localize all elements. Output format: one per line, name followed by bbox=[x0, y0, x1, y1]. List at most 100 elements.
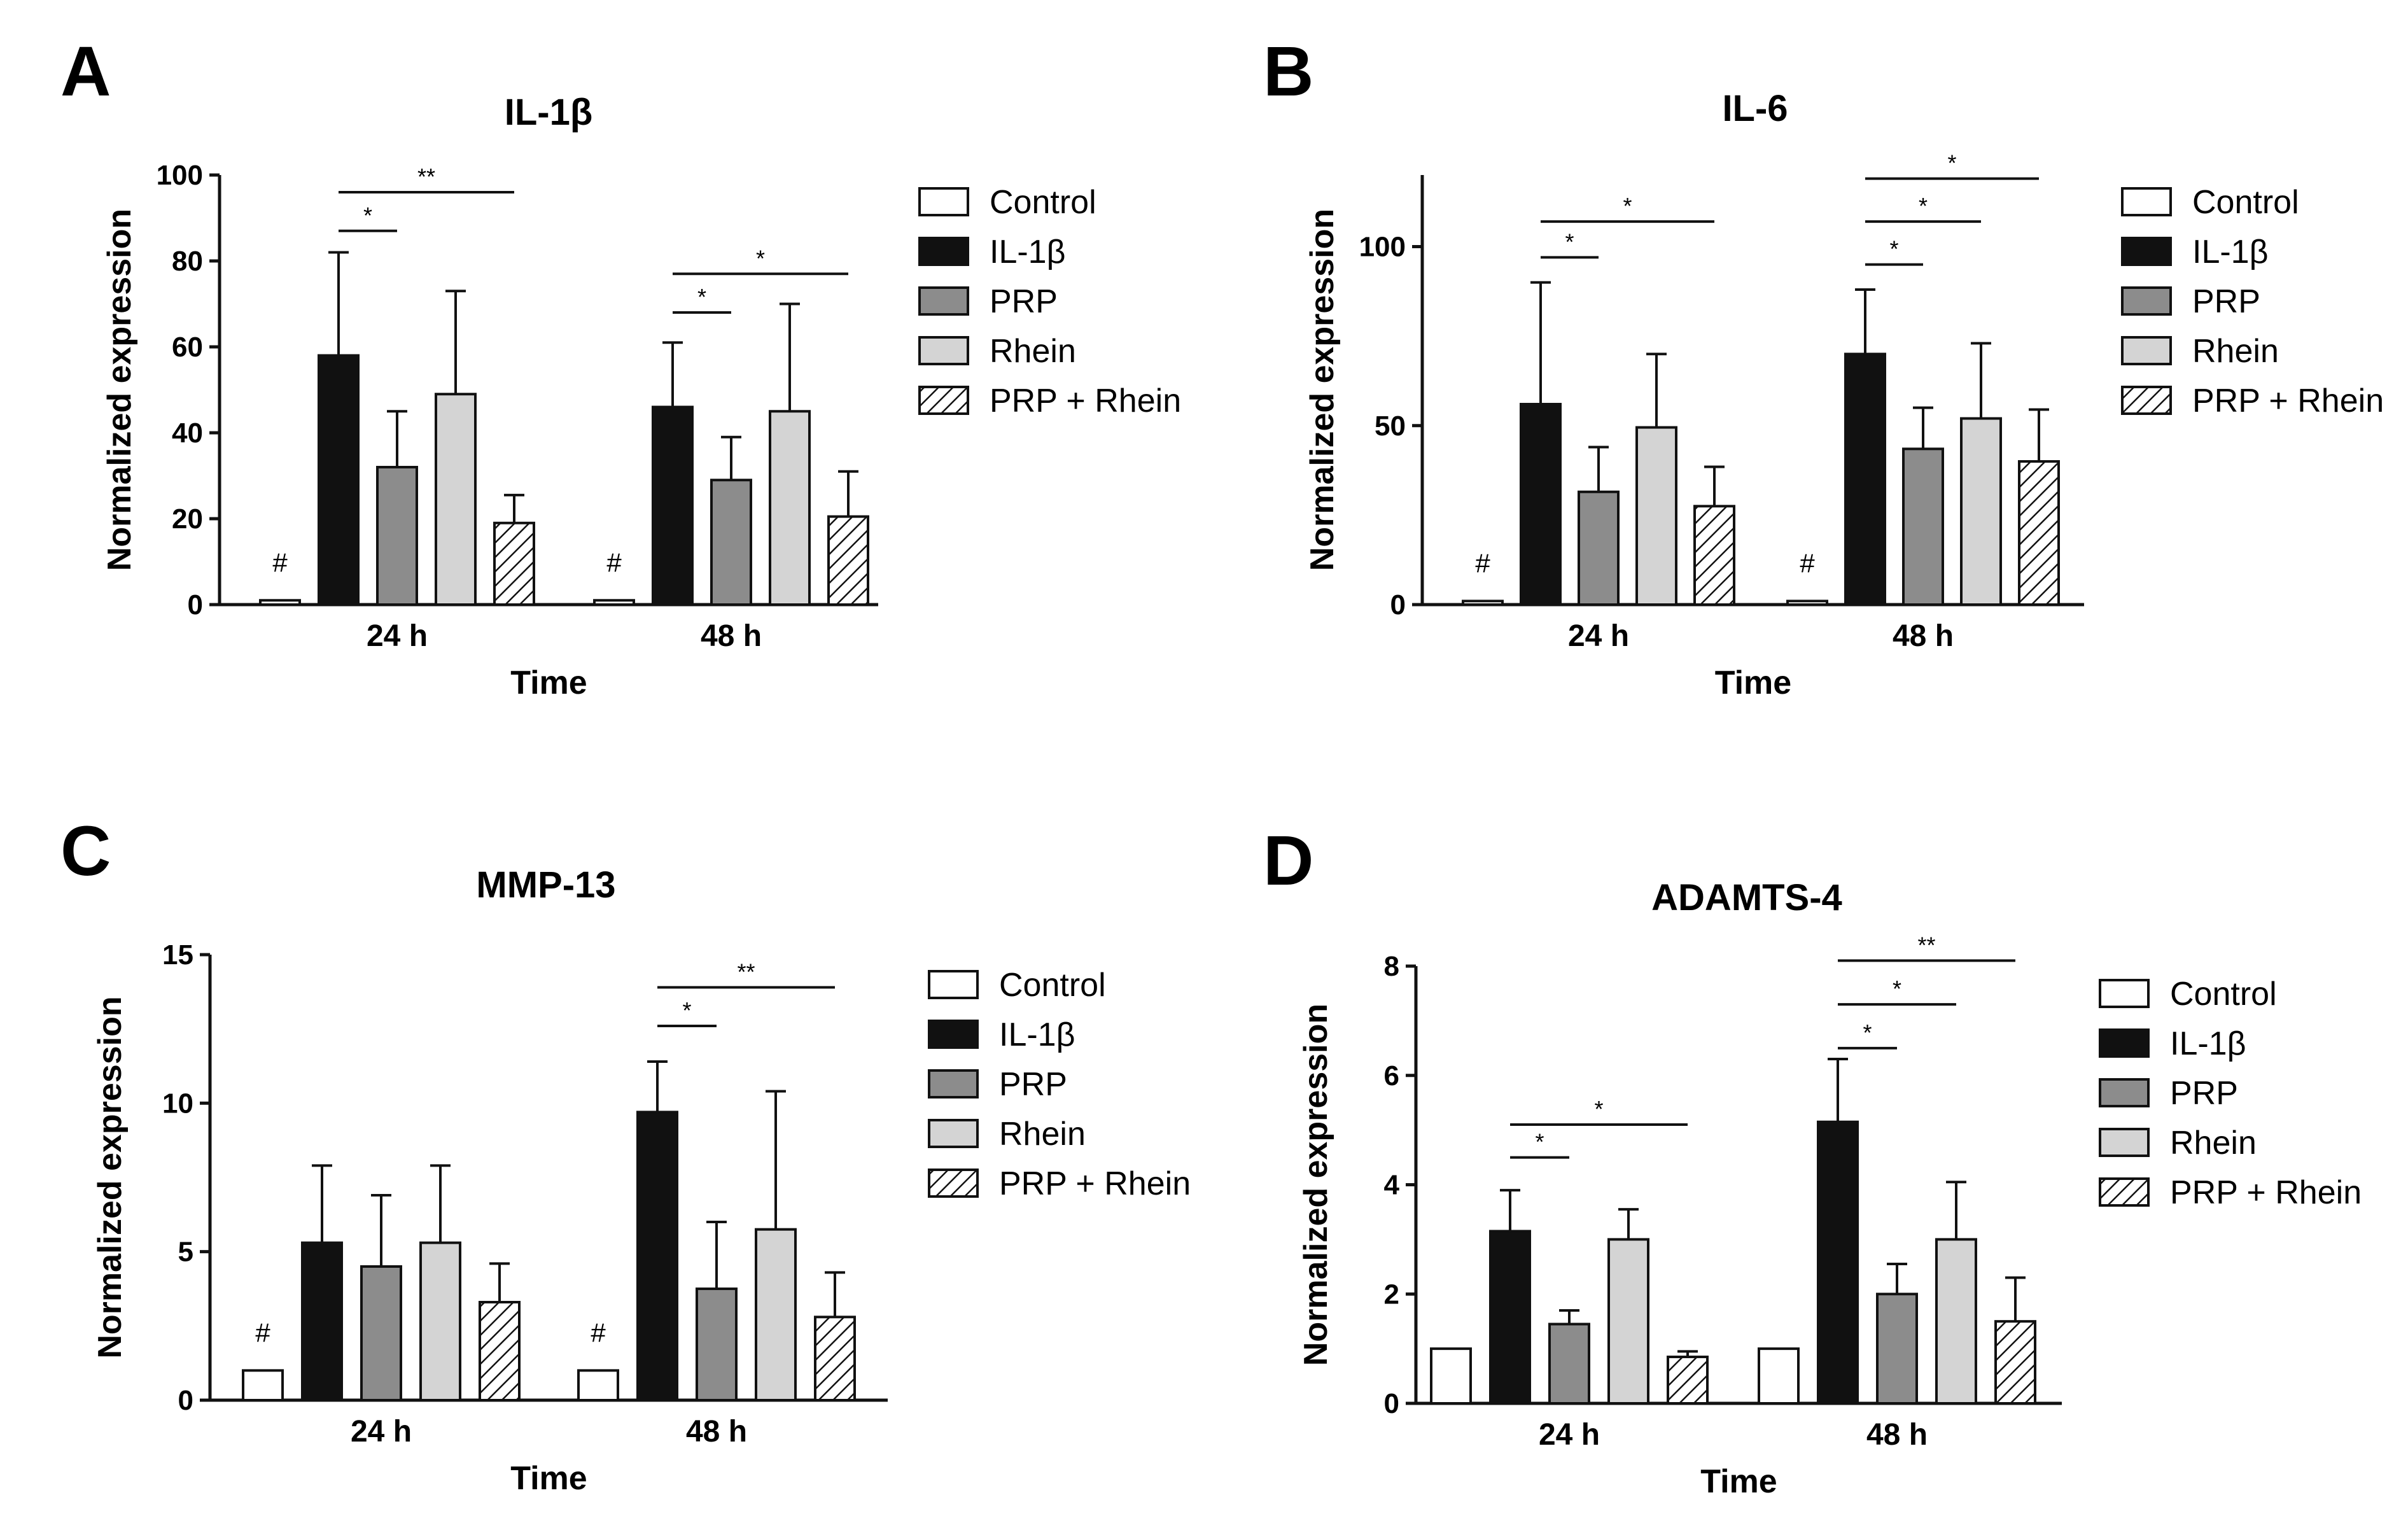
x-axis-label: Time bbox=[1715, 664, 1791, 701]
significance-label: * bbox=[1594, 1096, 1603, 1122]
bar-prp-rhein-48-h bbox=[814, 1316, 856, 1401]
bar-prp-rhein-24-h bbox=[1693, 505, 1735, 606]
y-tick-label: 10 bbox=[162, 1088, 193, 1119]
chart-panel-b: B IL-6 0 50 100 Normalized expression Time #24 … bbox=[1263, 32, 2384, 701]
y-tick-label: 4 bbox=[1384, 1170, 1400, 1201]
y-axis-label: Normalized expression bbox=[1298, 1004, 1334, 1366]
bar-rhein-48-h bbox=[755, 1228, 797, 1401]
chart-panel-d: D ADAMTS-4 0 2 4 6 8 Normalized expression Time 2… bbox=[1263, 822, 2362, 1500]
bar-prp-rhein-48-h bbox=[827, 515, 869, 606]
bar-prp-rhein-24-h bbox=[1667, 1356, 1709, 1405]
legend-label-rhein: Rhein bbox=[2192, 333, 2279, 370]
x-tick-label: 24 h bbox=[367, 619, 428, 653]
bar-prp-48-h bbox=[710, 479, 752, 606]
bar-rhein-48-h bbox=[769, 410, 811, 606]
legend-label-prp: PRP bbox=[2170, 1075, 2238, 1112]
legend-label-control: Control bbox=[999, 967, 1106, 1004]
significance-hash: # bbox=[272, 547, 288, 577]
bar-control-48-h bbox=[577, 1369, 619, 1401]
chart-title: ADAMTS-4 bbox=[1651, 877, 1842, 918]
legend-swatch-control bbox=[2121, 187, 2172, 216]
y-tick-label: 0 bbox=[178, 1385, 193, 1416]
x-tick-label: 48 h bbox=[1866, 1418, 1928, 1452]
legend-label-prp-rhein: PRP + Rhein bbox=[999, 1165, 1191, 1202]
significance-label: ** bbox=[737, 958, 755, 985]
legend-label-rhein: Rhein bbox=[990, 333, 1076, 370]
legend-label-il-1: IL-1β bbox=[2192, 234, 2269, 270]
legend-swatch-prp-rhein bbox=[918, 386, 969, 415]
y-tick-label: 0 bbox=[1384, 1388, 1399, 1419]
x-axis-label: Time bbox=[510, 664, 587, 701]
legend-swatch-prp bbox=[928, 1069, 979, 1098]
chart-title: IL-1β bbox=[505, 92, 593, 133]
x-axis-label: Time bbox=[1700, 1463, 1777, 1500]
panel-letter: D bbox=[1263, 822, 1313, 900]
legend-label-rhein: Rhein bbox=[2170, 1125, 2257, 1162]
legend-label-prp-rhein: PRP + Rhein bbox=[2170, 1174, 2362, 1211]
chart-title: IL-6 bbox=[1722, 88, 1788, 129]
significance-label: * bbox=[1863, 1020, 1872, 1046]
y-tick-label: 20 bbox=[172, 503, 203, 535]
legend-swatch-il-1 bbox=[2099, 1028, 2150, 1058]
legend: Control IL-1β PRP Rhein PRP + Rhein bbox=[918, 184, 1181, 419]
bar-prp-48-h bbox=[1902, 447, 1944, 606]
bar-il-1-24-h bbox=[301, 1241, 343, 1401]
x-axis-label: Time bbox=[510, 1460, 587, 1497]
legend: Control IL-1β PRP Rhein PRP + Rhein bbox=[928, 967, 1191, 1202]
legend-swatch-control bbox=[928, 970, 979, 999]
legend: Control IL-1β PRP Rhein PRP + Rhein bbox=[2121, 184, 2384, 419]
bar-prp-rhein-48-h bbox=[1994, 1320, 2036, 1405]
legend-label-rhein: Rhein bbox=[999, 1116, 1086, 1153]
bar-prp-48-h bbox=[696, 1288, 738, 1401]
legend-label-il-1: IL-1β bbox=[999, 1016, 1075, 1053]
bar-prp-rhein-24-h bbox=[493, 521, 535, 606]
significance-label: * bbox=[1947, 150, 1956, 176]
bar-rhein-48-h bbox=[1935, 1238, 1977, 1405]
significance-hash: # bbox=[591, 1317, 606, 1347]
legend-label-il-1: IL-1β bbox=[2170, 1025, 2246, 1062]
bar-rhein-24-h bbox=[435, 393, 477, 606]
y-tick-label: 50 bbox=[1375, 411, 1406, 442]
legend-swatch-rhein bbox=[918, 336, 969, 365]
significance-hash: # bbox=[606, 547, 622, 577]
bar-control-24-h bbox=[242, 1369, 284, 1401]
bar-il-1-48-h bbox=[1817, 1120, 1859, 1405]
bar-il-1-24-h bbox=[318, 354, 360, 606]
legend-swatch-il-1 bbox=[2121, 237, 2172, 266]
significance-label: * bbox=[363, 202, 372, 228]
legend-swatch-rhein bbox=[928, 1119, 979, 1148]
x-tick-label: 24 h bbox=[351, 1415, 412, 1449]
legend-swatch-prp bbox=[918, 286, 969, 316]
bar-il-1-48-h bbox=[636, 1111, 678, 1402]
significance-hash: # bbox=[1800, 548, 1815, 578]
legend-label-prp-rhein: PRP + Rhein bbox=[990, 383, 1181, 419]
legend-swatch-prp-rhein bbox=[2099, 1177, 2150, 1207]
y-tick-label: 5 bbox=[178, 1237, 193, 1268]
significance-label: * bbox=[682, 997, 691, 1023]
x-tick-label: 24 h bbox=[1568, 619, 1629, 653]
y-tick-label: 40 bbox=[172, 418, 203, 449]
chart-title: MMP-13 bbox=[476, 864, 615, 906]
significance-hash: # bbox=[1475, 548, 1490, 578]
x-tick-label: 48 h bbox=[701, 619, 762, 653]
y-tick-label: 15 bbox=[162, 939, 193, 971]
bar-control-48-h bbox=[1758, 1347, 1800, 1405]
bar-il-1-24-h bbox=[1489, 1230, 1531, 1405]
bar-control-24-h bbox=[259, 599, 301, 606]
legend-swatch-prp bbox=[2121, 286, 2172, 316]
legend-swatch-prp-rhein bbox=[2121, 386, 2172, 415]
bar-prp-24-h bbox=[360, 1265, 402, 1401]
bar-prp-48-h bbox=[1876, 1293, 1918, 1405]
bar-control-48-h bbox=[1786, 600, 1828, 606]
y-axis-label: Normalized expression bbox=[1304, 209, 1341, 571]
bar-il-1-48-h bbox=[1844, 353, 1886, 606]
chart-panel-a: A IL-1β 0 20 40 60 80 100 Normalized expression T… bbox=[60, 32, 1181, 701]
bar-rhein-24-h bbox=[419, 1241, 461, 1401]
legend: Control IL-1β PRP Rhein PRP + Rhein bbox=[2099, 976, 2362, 1211]
bar-prp-24-h bbox=[1548, 1323, 1590, 1405]
y-tick-label: 60 bbox=[172, 332, 203, 363]
legend-swatch-control bbox=[918, 187, 969, 216]
legend-swatch-rhein bbox=[2121, 336, 2172, 365]
legend-swatch-prp-rhein bbox=[928, 1169, 979, 1198]
